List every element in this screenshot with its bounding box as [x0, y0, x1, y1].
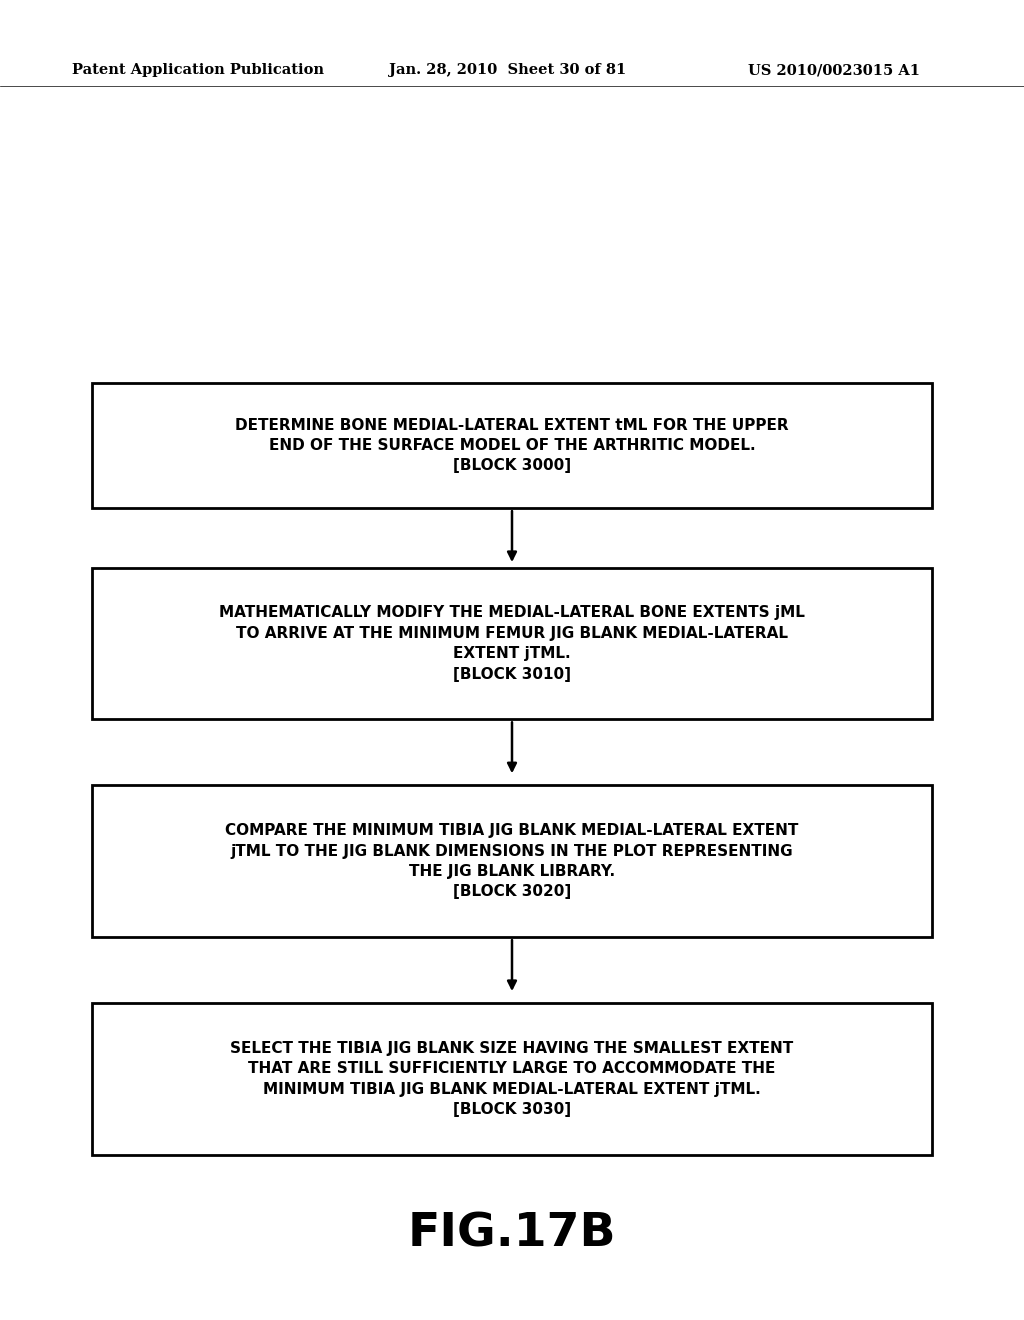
- Bar: [92, 785, 932, 937]
- Text: DETERMINE BONE MEDIAL-LATERAL EXTENT tML FOR THE UPPER
END OF THE SURFACE MODEL : DETERMINE BONE MEDIAL-LATERAL EXTENT tML…: [236, 417, 788, 474]
- Text: SELECT THE TIBIA JIG BLANK SIZE HAVING THE SMALLEST EXTENT
THAT ARE STILL SUFFIC: SELECT THE TIBIA JIG BLANK SIZE HAVING T…: [230, 1041, 794, 1117]
- Bar: [92, 383, 932, 508]
- Text: COMPARE THE MINIMUM TIBIA JIG BLANK MEDIAL-LATERAL EXTENT
jTML TO THE JIG BLANK : COMPARE THE MINIMUM TIBIA JIG BLANK MEDI…: [225, 824, 799, 899]
- Bar: [92, 568, 932, 719]
- Text: MATHEMATICALLY MODIFY THE MEDIAL-LATERAL BONE EXTENTS jML
TO ARRIVE AT THE MINIM: MATHEMATICALLY MODIFY THE MEDIAL-LATERAL…: [219, 606, 805, 681]
- Bar: [92, 1003, 932, 1155]
- Text: US 2010/0023015 A1: US 2010/0023015 A1: [748, 63, 920, 78]
- Text: Patent Application Publication: Patent Application Publication: [72, 63, 324, 78]
- Text: FIG.17B: FIG.17B: [408, 1212, 616, 1257]
- Text: Jan. 28, 2010  Sheet 30 of 81: Jan. 28, 2010 Sheet 30 of 81: [389, 63, 627, 78]
